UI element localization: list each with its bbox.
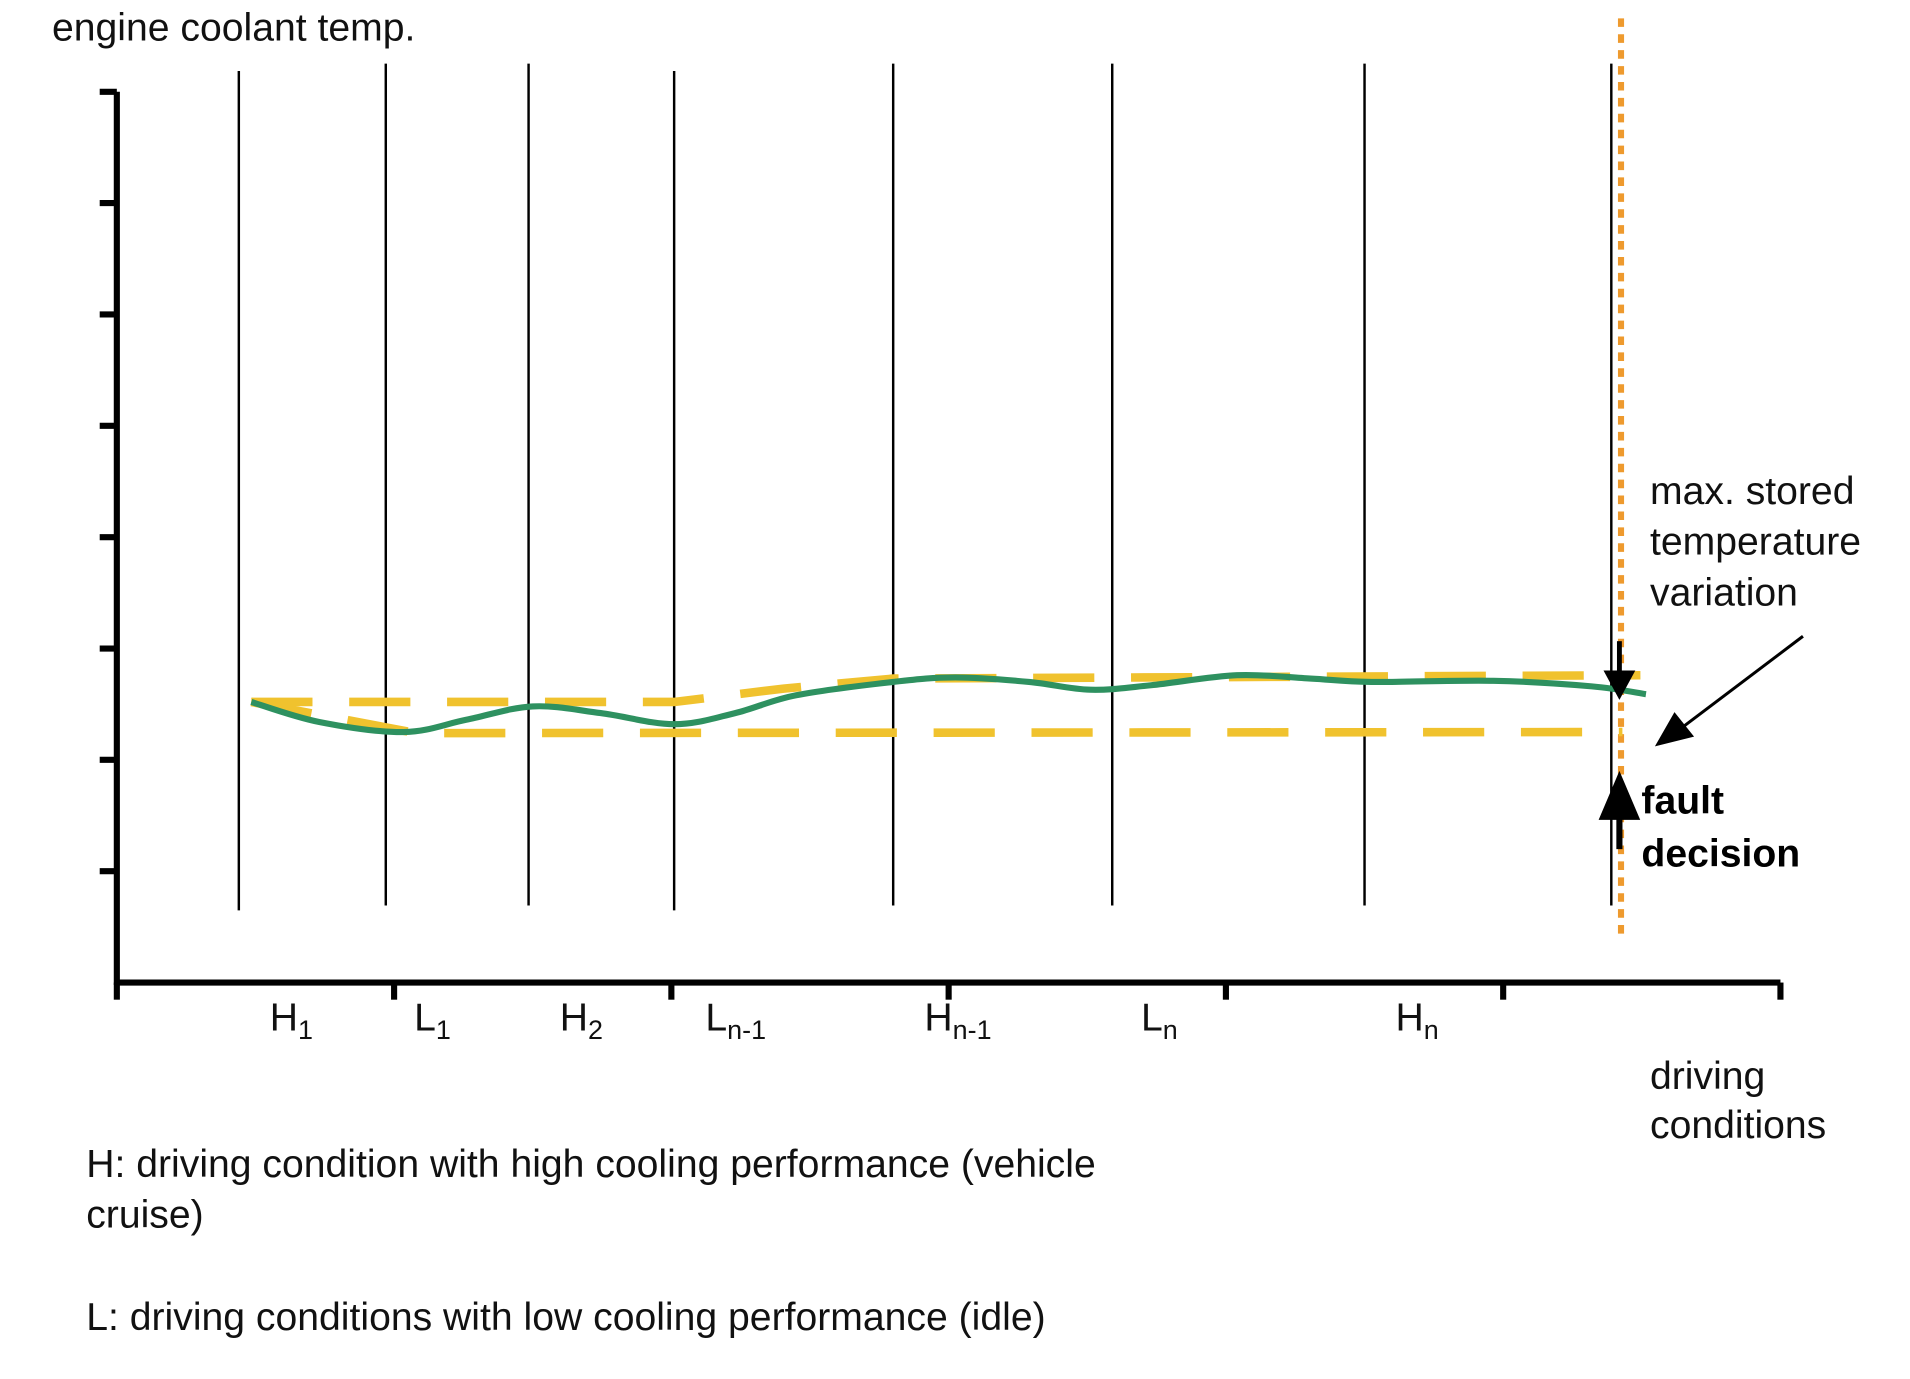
- legend-h-line2: cruise): [86, 1193, 203, 1236]
- segment-letter: L: [414, 996, 436, 1039]
- segment-label-h-1: H1: [270, 996, 313, 1045]
- max-stored-temperature-line: [251, 670, 1641, 707]
- segment-subscript: n: [1424, 1015, 1439, 1045]
- variation-annotation-line2: temperature: [1650, 520, 1861, 563]
- x-axis-label-line2: conditions: [1650, 1104, 1826, 1147]
- segment-label-h-n-1: Hn-1: [924, 996, 991, 1045]
- variation-annotation-line1: max. stored: [1650, 470, 1854, 513]
- legend-h-line1: H: driving condition with high cooling p…: [86, 1143, 1095, 1186]
- fault-up-arrow-head: [1598, 770, 1641, 820]
- variation-pointer-arrow-head: [1654, 712, 1695, 747]
- segment-label-h-2: H2: [560, 996, 603, 1045]
- segment-label-l-n-1: Ln-1: [705, 996, 766, 1045]
- segment-subscript: 1: [436, 1015, 451, 1045]
- variation-pointer-arrow-shaft: [1682, 635, 1804, 729]
- segment-letter: L: [705, 996, 727, 1039]
- min-stored-temperature-line: [250, 697, 1623, 738]
- segment-subscript: 2: [588, 1015, 603, 1045]
- variation-annotation-line3: variation: [1650, 572, 1798, 615]
- segment-letter: H: [560, 996, 588, 1039]
- segment-label-l-1: L1: [414, 996, 451, 1045]
- coolant-temperature-curve: [250, 671, 1647, 736]
- y-axis-label: engine coolant temp.: [52, 6, 415, 49]
- segment-letter: H: [924, 996, 952, 1039]
- variation-down-arrow-head: [1603, 670, 1636, 700]
- fault-annotation-line1: fault: [1641, 780, 1724, 823]
- segment-subscript: 1: [298, 1015, 313, 1045]
- segment-letter: L: [1141, 996, 1163, 1039]
- segment-subscript: n-1: [953, 1015, 992, 1045]
- x-axis-label-line1: driving: [1650, 1055, 1765, 1098]
- segment-letter: H: [1395, 996, 1423, 1039]
- segment-subscript: n: [1163, 1015, 1178, 1045]
- legend-l: L: driving conditions with low cooling p…: [86, 1296, 1045, 1339]
- segment-letter: H: [270, 996, 298, 1039]
- fault-annotation-line2: decision: [1641, 832, 1800, 875]
- segment-label-h-n: Hn: [1395, 996, 1438, 1045]
- segment-subscript: n-1: [727, 1015, 766, 1045]
- segment-label-l-n: Ln: [1141, 996, 1178, 1045]
